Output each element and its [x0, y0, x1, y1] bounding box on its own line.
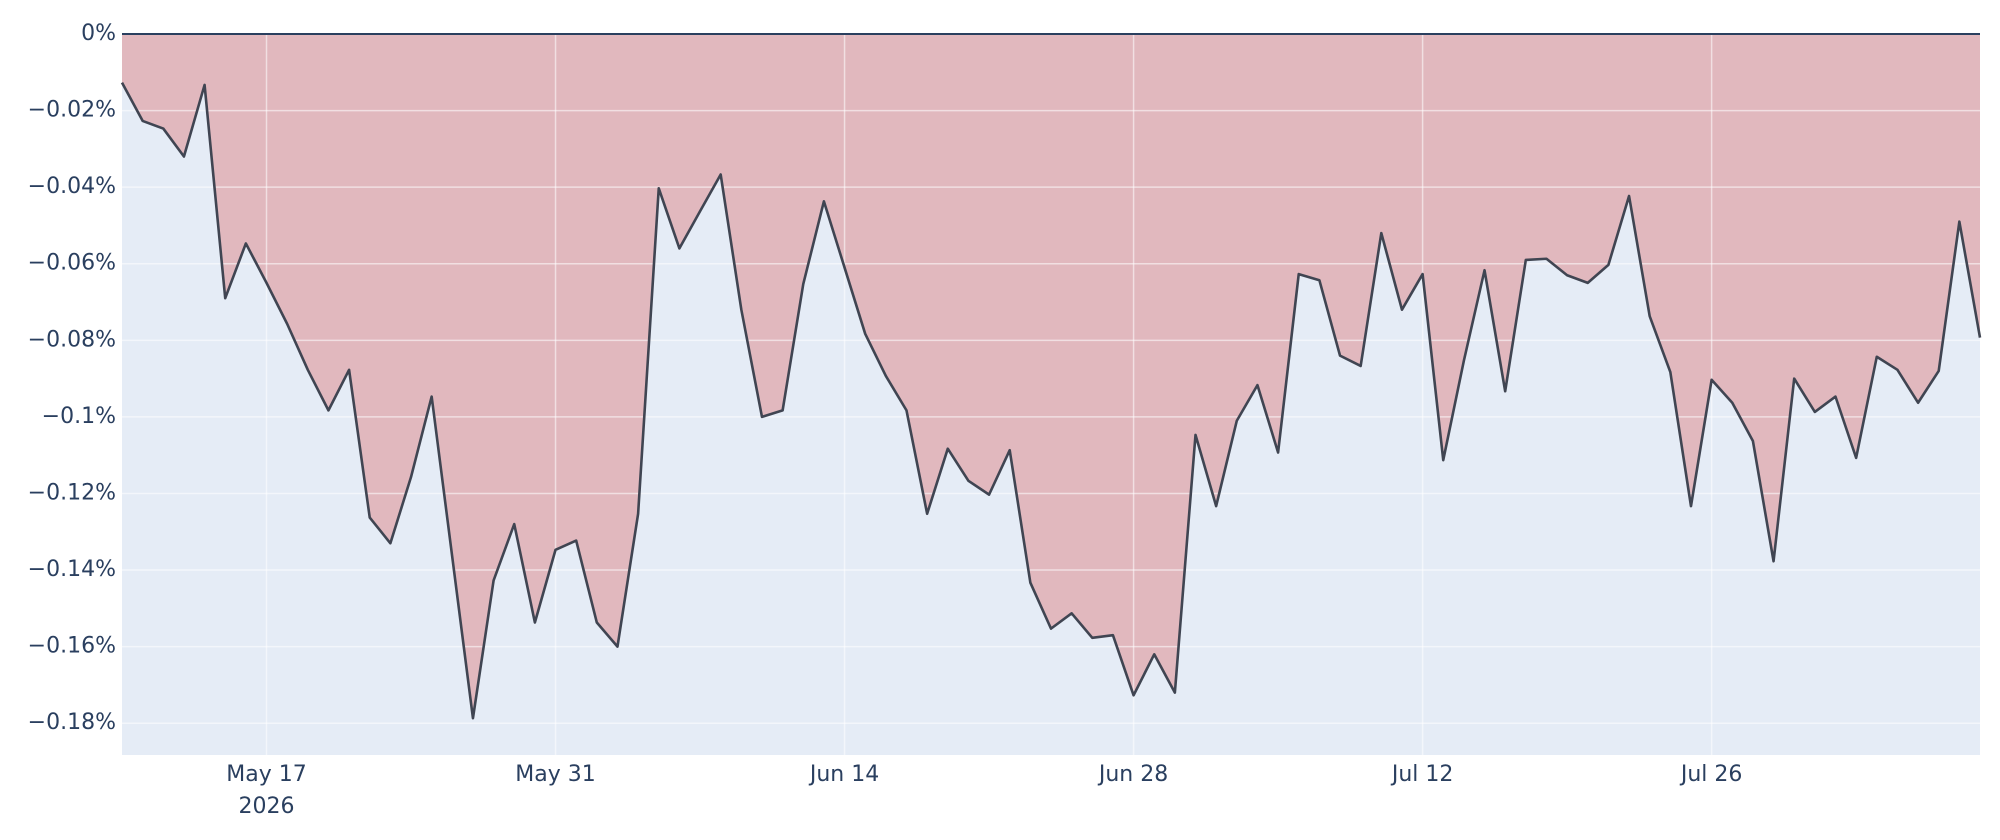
y-tick-label: −0.14% [28, 557, 116, 582]
y-tick-label: −0.06% [28, 251, 116, 276]
y-tick-label: −0.1% [42, 404, 116, 429]
y-tick-label: −0.04% [28, 174, 116, 199]
x-tick-label: May 17 2026 [226, 762, 306, 819]
y-tick-label: −0.08% [28, 327, 116, 352]
y-tick-label: −0.18% [28, 710, 116, 735]
line [120, 82, 1982, 720]
x-tick-label: Jun 14 [808, 762, 879, 787]
y-tick-label: −0.02% [28, 98, 116, 123]
area-fill [122, 34, 1980, 719]
x-tick-label: May 31 [515, 762, 595, 787]
x-tick-label: Jul 26 [1679, 762, 1743, 787]
y-tick-label: −0.16% [28, 634, 116, 659]
x-tick-label: Jul 12 [1390, 762, 1454, 787]
x-tick-label: Jun 28 [1097, 762, 1168, 787]
y-tick-label: 0% [81, 21, 116, 46]
y-tick-label: −0.12% [28, 480, 116, 505]
